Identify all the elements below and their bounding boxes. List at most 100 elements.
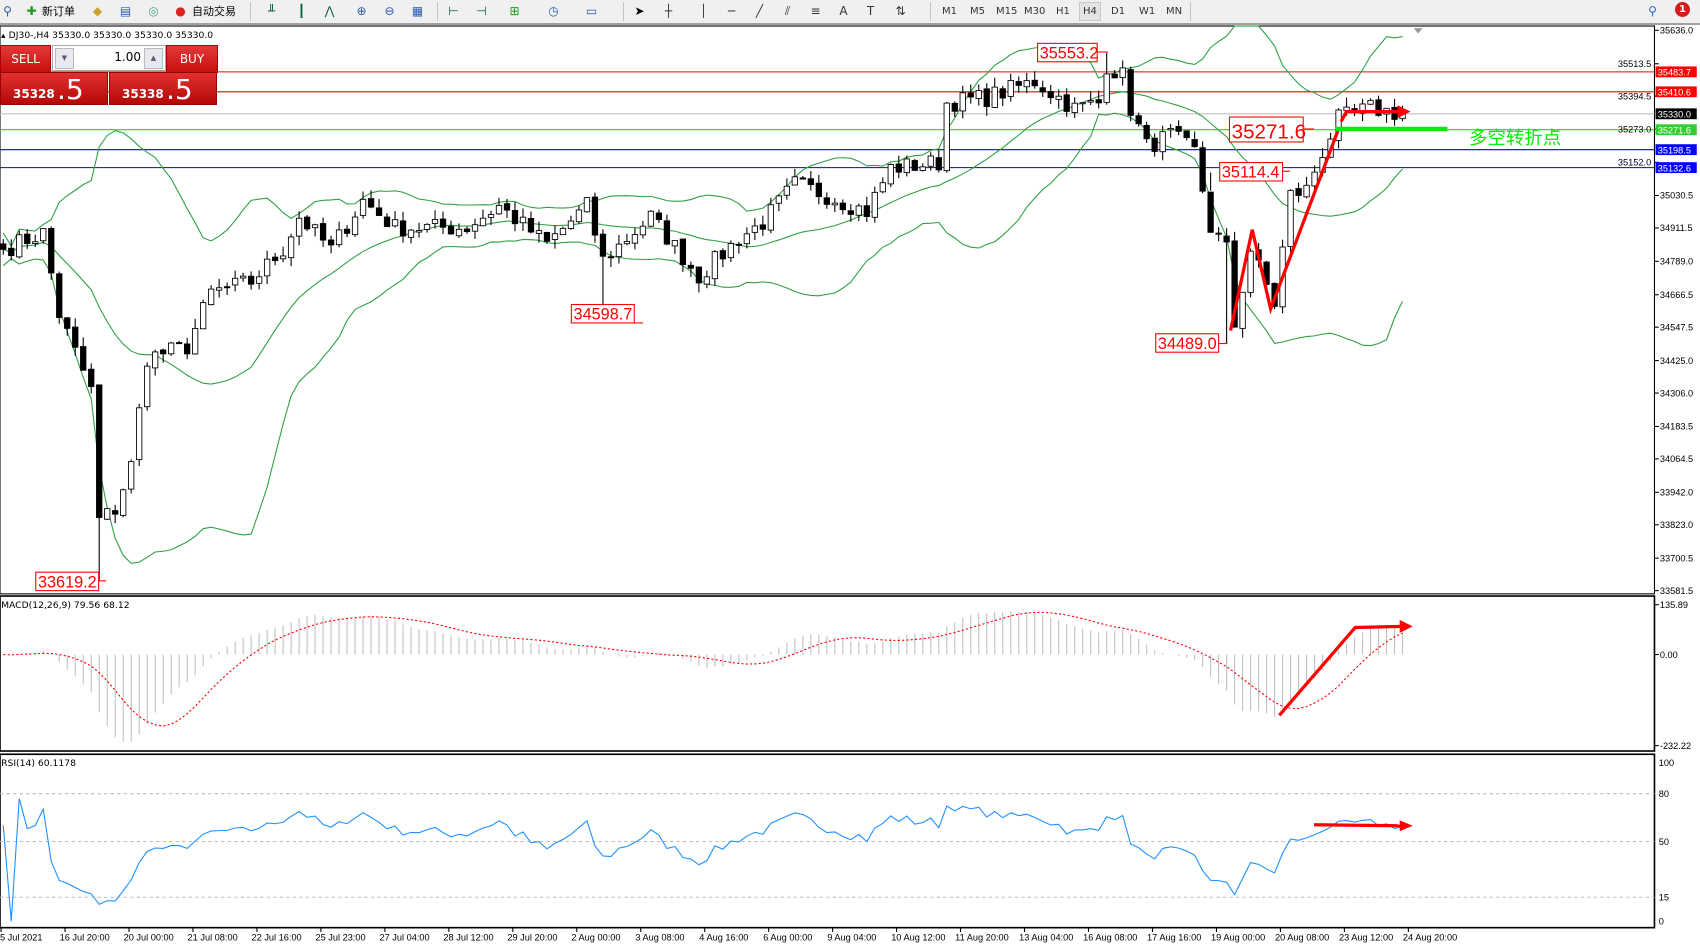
templates-icon[interactable]: ▭	[585, 4, 598, 18]
timeframe-m15[interactable]: M15	[996, 6, 1018, 17]
bear-candle	[1295, 188, 1302, 196]
lot-increase-button[interactable]: ▲	[144, 48, 163, 69]
bear-candle	[999, 88, 1006, 99]
time-axis-label: 20 Aug 08:00	[1275, 933, 1329, 943]
bull-candle	[535, 230, 543, 235]
new-order-button[interactable]: 新订单	[42, 5, 75, 18]
bull-candle	[1159, 131, 1166, 153]
bull-candle	[239, 275, 247, 279]
annotation-box	[35, 571, 100, 592]
auto-trade-icon[interactable]: ●	[175, 4, 186, 18]
bear-candle	[823, 197, 830, 205]
timeframe-m30[interactable]: M30	[1024, 6, 1046, 17]
buy-price-button[interactable]: 35338 .5	[109, 72, 217, 106]
collapse-triangle-icon[interactable]	[1, 33, 6, 38]
data-window-icon[interactable]: ▤	[119, 4, 132, 18]
macd-axis-label: 135.89	[1660, 600, 1688, 610]
new-order-icon[interactable]: ✚	[26, 4, 37, 18]
vertical-line-icon[interactable]: │	[699, 4, 708, 18]
bear-candle	[1391, 106, 1398, 120]
bull-candle	[711, 251, 719, 280]
periods-icon[interactable]: ◷	[548, 4, 559, 18]
bull-candle	[767, 204, 774, 231]
text-label-icon[interactable]: T	[866, 4, 875, 18]
bear-candle	[319, 223, 327, 241]
bear-candle	[383, 216, 391, 228]
cursor-icon[interactable]: ➤	[634, 4, 645, 18]
chart-shift-icon[interactable]: ⊢	[448, 4, 459, 18]
bull-candle	[519, 216, 527, 224]
annotation-box	[570, 303, 635, 324]
bear-candle	[223, 286, 231, 289]
auto-trade-button[interactable]: 自动交易	[192, 5, 236, 18]
price-level-label: 35132.6	[1658, 163, 1691, 173]
drawings: 多空转折点	[1228, 105, 1561, 832]
chart-shift-marker-icon[interactable]	[1413, 28, 1423, 34]
zoom-in-icon[interactable]: ⊕	[356, 4, 367, 18]
bear-candle	[112, 510, 119, 515]
sell-button[interactable]: SELL	[0, 45, 51, 73]
search-icon[interactable]: ⚲	[1648, 4, 1657, 18]
timeframe-m1[interactable]: M1	[942, 6, 957, 17]
bull-candle	[1303, 184, 1310, 198]
time-axis-label: 2 Aug 00:00	[571, 933, 620, 943]
autoscroll-icon[interactable]: ⊣	[476, 4, 487, 18]
bear-candle	[863, 205, 870, 217]
fibonacci-icon[interactable]: ⫽	[784, 4, 791, 18]
bear-candle	[1175, 126, 1182, 132]
bull-candle	[1071, 102, 1078, 114]
magnifier-icon[interactable]: ⚲	[3, 4, 12, 18]
bull-candle	[128, 461, 135, 490]
bull-candle	[743, 233, 751, 245]
tile-windows-icon[interactable]: ▦	[411, 4, 424, 18]
timeframe-mn[interactable]: MN	[1166, 6, 1183, 17]
bull-candle	[671, 240, 679, 247]
price-level-label: 35271.6	[1658, 126, 1691, 136]
bear-candle	[184, 343, 191, 355]
timeframe-w1[interactable]: W1	[1139, 6, 1156, 17]
trendline-icon[interactable]: ╱	[755, 4, 764, 18]
bull-candle	[727, 243, 735, 259]
bear-candle	[847, 210, 854, 215]
line-chart-icon[interactable]: ⋀	[324, 4, 335, 18]
chart-panes	[0, 25, 1656, 929]
lot-size-input[interactable]: 1.00	[114, 50, 141, 64]
bear-candle	[503, 203, 511, 211]
gold-icon[interactable]: ◆	[92, 4, 103, 18]
notification-badge[interactable]: 1	[1675, 2, 1690, 17]
buy-button[interactable]: BUY	[166, 45, 218, 73]
text-icon[interactable]: A	[839, 4, 848, 18]
lot-decrease-button[interactable]: ▼	[55, 48, 74, 69]
bear-candle	[343, 228, 351, 234]
timeframe-m5[interactable]: M5	[970, 6, 985, 17]
time-axis-label: 24 Aug 20:00	[1403, 933, 1457, 943]
bear-candle	[895, 163, 902, 173]
macd-arrow-line	[1278, 624, 1402, 717]
candlestick-icon[interactable]: ┃	[297, 4, 306, 18]
time-axis-label: 22 Jul 16:00	[252, 933, 302, 943]
bull-candle	[1167, 128, 1174, 131]
zoom-out-icon[interactable]: ⊖	[384, 4, 395, 18]
bull-candle	[40, 228, 47, 242]
timeframe-h1[interactable]: H1	[1056, 6, 1070, 17]
sell-price-button[interactable]: 35328 .5	[0, 72, 108, 106]
bear-candle	[1135, 115, 1142, 125]
crosshair-icon[interactable]: ┼	[664, 4, 673, 18]
macd-indicator: 135.89 0.00 -232.22	[3, 600, 1691, 751]
time-axis-label: 9 Aug 04:00	[827, 933, 876, 943]
bear-candle	[983, 88, 990, 108]
horizontal-line-icon[interactable]: ─	[727, 4, 736, 18]
bar-chart-icon[interactable]: ╨	[267, 4, 276, 18]
price-level-label: 35410.6	[1658, 88, 1691, 98]
bollinger-upper-band	[2, 25, 1403, 248]
bear-candle	[1063, 94, 1070, 112]
signals-icon[interactable]: ◎	[148, 4, 159, 18]
timeframe-h4[interactable]: H4	[1079, 2, 1101, 21]
bull-candle	[831, 202, 838, 206]
indicators-icon[interactable]: ⊞	[509, 4, 520, 18]
arrows-icon[interactable]: ⇅	[895, 4, 906, 18]
timeframe-d1[interactable]: D1	[1111, 6, 1126, 17]
channel-icon[interactable]: ≡	[810, 4, 821, 18]
sell-price-small: 35328	[13, 87, 55, 101]
